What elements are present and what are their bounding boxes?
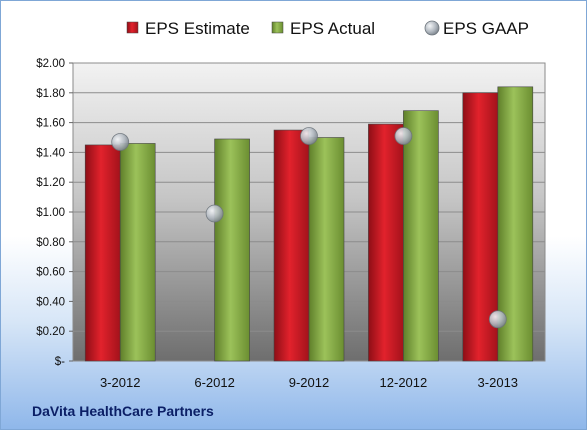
y-tick-label: $0.20 bbox=[36, 326, 65, 338]
eps-actual-bar-12-2012 bbox=[403, 110, 439, 362]
y-axis: $- $0.20 $0.40 $0.60 $0.80 $1.00 $1.20 $1.40 $1.… bbox=[36, 58, 73, 368]
legend-swatch-2 bbox=[424, 20, 440, 36]
legend-label: EPS Estimate bbox=[145, 19, 250, 38]
x-category-label: 3-2013 bbox=[478, 375, 518, 390]
x-axis: 3-2012 6-2012 9-2012 12-2012 3-2013 bbox=[100, 375, 518, 390]
eps-actual-bar-3-2012 bbox=[119, 143, 156, 362]
y-tick-label: $1.20 bbox=[36, 177, 65, 189]
y-tick-label: $0.80 bbox=[36, 237, 65, 249]
legend-swatch-0 bbox=[126, 21, 139, 34]
eps-estimate-bar-12-2012 bbox=[368, 123, 404, 362]
x-category-label: 6-2012 bbox=[194, 375, 234, 390]
eps-estimate-bar-9-2012 bbox=[273, 129, 310, 362]
legend-swatch-1 bbox=[271, 21, 284, 34]
eps-chart: $- $0.20 $0.40 $0.60 $0.80 $1.00 $1.20 $1.40 $1.… bbox=[36, 19, 546, 390]
eps-gaap-marker-6-2012 bbox=[205, 204, 224, 223]
x-category-label: 12-2012 bbox=[380, 375, 428, 390]
eps-gaap-marker-3-2013 bbox=[488, 310, 507, 329]
legend: EPS Estimate EPS Actual EPS GAAP bbox=[126, 19, 529, 38]
y-tick-label: $0.60 bbox=[36, 267, 65, 279]
legend-label: EPS Actual bbox=[290, 19, 375, 38]
eps-gaap-marker-3-2012 bbox=[111, 133, 130, 151]
x-category-label: 9-2012 bbox=[289, 375, 329, 390]
company-label: DaVita HealthCare Partners bbox=[32, 403, 214, 419]
gaap-markers-layer bbox=[111, 127, 507, 329]
legend-label: EPS GAAP bbox=[443, 19, 529, 38]
bars-layer bbox=[84, 86, 534, 362]
x-category-label: 3-2012 bbox=[100, 375, 140, 390]
y-tick-label: $1.80 bbox=[36, 88, 65, 100]
y-tick-label: $- bbox=[55, 356, 65, 368]
y-tick-label: $1.40 bbox=[36, 147, 65, 159]
eps-estimate-bar-3-2012 bbox=[84, 144, 121, 362]
y-tick-label: $1.00 bbox=[36, 207, 65, 219]
y-tick-label: $0.40 bbox=[36, 296, 65, 308]
eps-actual-bar-6-2012 bbox=[214, 138, 250, 362]
y-tick-label: $1.60 bbox=[36, 118, 65, 130]
y-tick-label: $2.00 bbox=[36, 58, 65, 70]
eps-actual-bar-9-2012 bbox=[308, 137, 345, 362]
eps-gaap-marker-9-2012 bbox=[300, 127, 318, 145]
eps-gaap-marker-12-2012 bbox=[394, 127, 413, 145]
